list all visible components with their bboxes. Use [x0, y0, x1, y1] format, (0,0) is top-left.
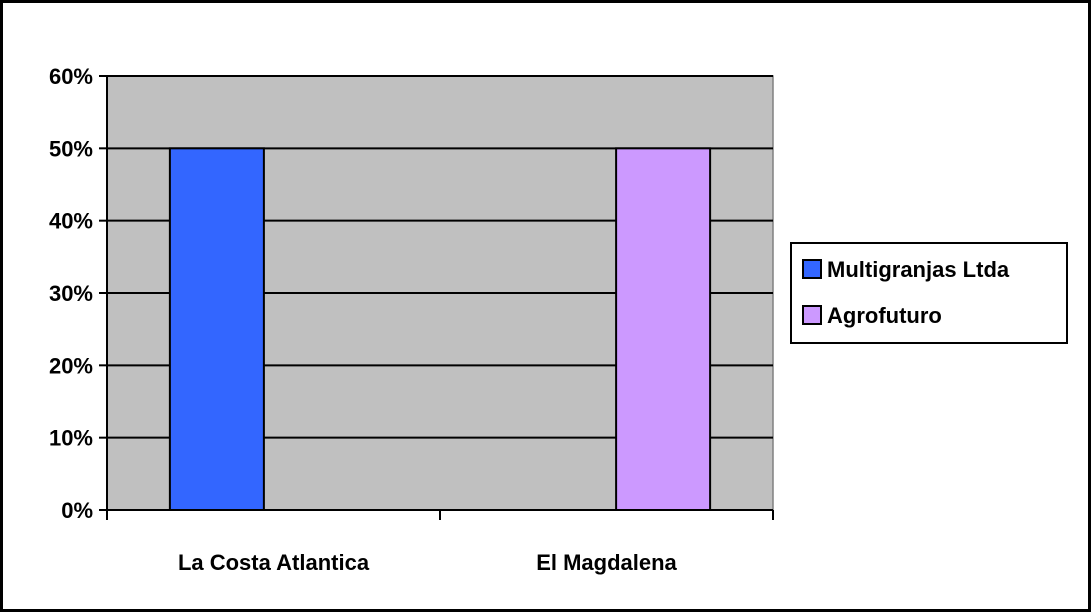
- legend-box: [790, 242, 1068, 344]
- y-tick-label: 20%: [49, 353, 93, 378]
- bar-chart: 0% 10% 20% 30% 40% 50% 60% La Costa Atlantica El…: [49, 64, 1068, 575]
- bar-agrofuturo: [615, 147, 712, 511]
- y-tick-label: 50%: [49, 136, 93, 161]
- bar-multigranjas-ltda: [168, 147, 265, 511]
- legend-label: Multigranjas Ltda: [827, 257, 1010, 282]
- x-category-label: El Magdalena: [536, 550, 677, 575]
- y-tick-label: 40%: [49, 209, 93, 234]
- y-tick-label: 60%: [49, 64, 93, 89]
- legend-swatch: [802, 259, 822, 279]
- y-tick-label: 0%: [61, 498, 93, 523]
- legend-swatch: [802, 305, 822, 325]
- y-tick-label: 10%: [49, 426, 93, 451]
- y-tick-label: 30%: [49, 281, 93, 306]
- legend-label: Agrofuturo: [827, 303, 942, 328]
- x-category-label: La Costa Atlantica: [178, 550, 370, 575]
